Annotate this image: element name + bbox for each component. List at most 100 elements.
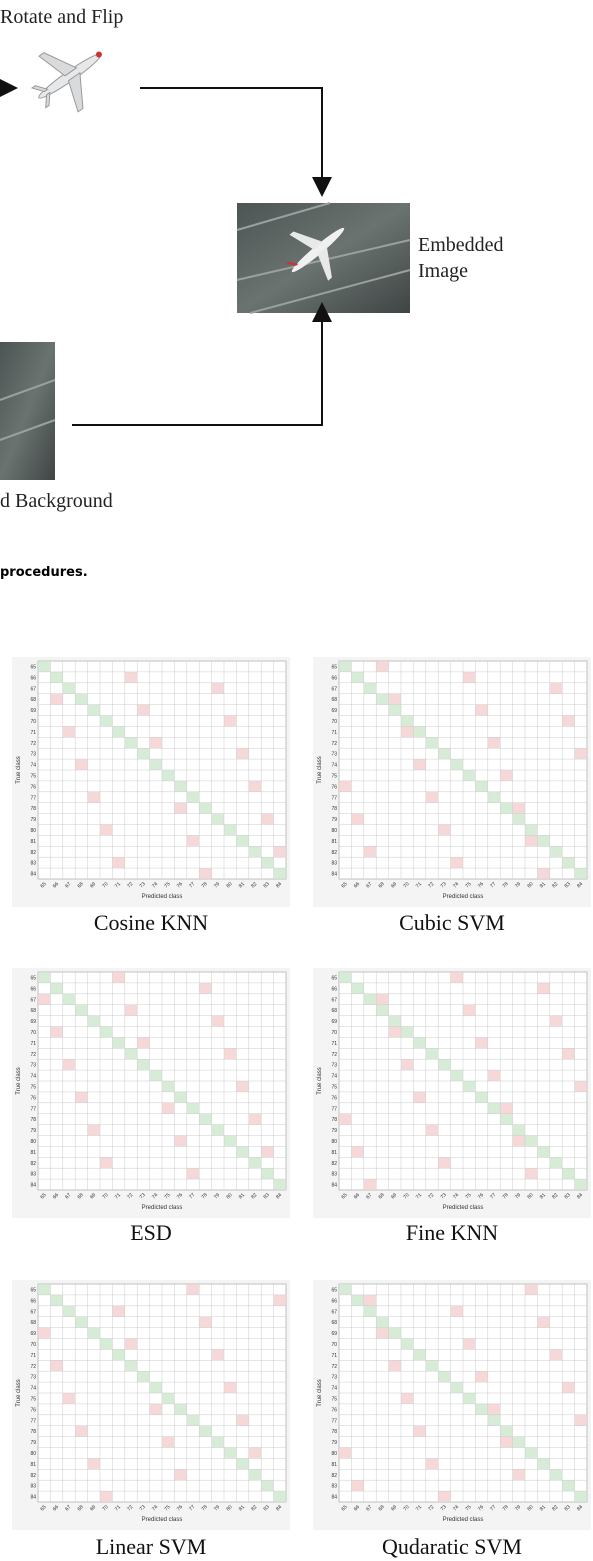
diagonal-cell	[389, 1016, 401, 1027]
diagonal-cell	[212, 1437, 224, 1448]
y-tick-label: 76	[331, 1095, 337, 1101]
page: Rotate and Flip Embedded Image d Backgro…	[0, 0, 593, 1561]
diagonal-cell	[525, 825, 537, 836]
error-cell	[413, 1092, 425, 1103]
diagonal-cell	[88, 705, 100, 716]
diagonal-cell	[236, 1146, 248, 1157]
error-cell	[100, 1157, 112, 1168]
error-cell	[463, 1005, 475, 1016]
y-tick-label: 67	[30, 1309, 36, 1315]
error-cell	[100, 1491, 112, 1502]
diagonal-cell	[174, 781, 186, 792]
y-tick-label: 81	[331, 839, 337, 845]
diagonal-cell	[339, 1284, 351, 1295]
diagonal-cell	[187, 1415, 199, 1426]
diagonal-cell	[537, 1458, 549, 1469]
diagonal-cell	[550, 1469, 562, 1480]
diagonal-cell	[162, 1081, 174, 1092]
y-tick-label: 81	[30, 1462, 36, 1468]
diagonal-cell	[364, 994, 376, 1005]
diagonal-cell	[125, 737, 137, 748]
error-cell	[451, 972, 463, 983]
y-tick-label: 66	[30, 1298, 36, 1304]
error-cell	[274, 1295, 286, 1306]
error-cell	[63, 726, 75, 737]
error-cell	[376, 994, 388, 1005]
y-tick-label: 65	[30, 975, 36, 981]
y-tick-label: 78	[331, 1429, 337, 1435]
y-tick-label: 81	[331, 1462, 337, 1468]
error-cell	[249, 1448, 261, 1459]
error-cell	[75, 1426, 87, 1437]
error-cell	[137, 705, 149, 716]
error-cell	[187, 835, 199, 846]
y-tick-label: 70	[331, 1342, 337, 1348]
y-tick-label: 68	[30, 1320, 36, 1326]
y-tick-label: 78	[30, 806, 36, 812]
error-cell	[351, 814, 363, 825]
confusion-matrix: 6565666667676868696970707171727273737474…	[313, 968, 591, 1218]
y-tick-label: 78	[30, 1117, 36, 1123]
diagonal-cell	[513, 814, 525, 825]
y-tick-label: 78	[30, 1429, 36, 1435]
y-tick-label: 72	[331, 1052, 337, 1058]
error-cell	[199, 983, 211, 994]
y-tick-label: 77	[30, 1418, 36, 1424]
diagonal-cell	[199, 1114, 211, 1125]
y-tick-label: 73	[331, 1375, 337, 1381]
y-tick-label: 82	[30, 850, 36, 856]
error-cell	[125, 1005, 137, 1016]
y-tick-label: 83	[30, 1484, 36, 1490]
diagonal-cell	[364, 1306, 376, 1317]
diagonal-cell	[199, 1426, 211, 1437]
error-cell	[38, 994, 50, 1005]
diagonal-cell	[389, 1328, 401, 1339]
x-axis-label: Predicted class	[142, 1205, 183, 1211]
y-tick-label: 74	[331, 1386, 337, 1392]
error-cell	[513, 803, 525, 814]
error-cell	[50, 694, 62, 705]
diagonal-cell	[351, 1295, 363, 1306]
diagonal-cell	[236, 1458, 248, 1469]
error-cell	[575, 748, 587, 759]
error-cell	[426, 1125, 438, 1136]
y-tick-label: 80	[30, 1451, 36, 1457]
diagonal-cell	[137, 1059, 149, 1070]
error-cell	[199, 1317, 211, 1328]
diagonal-cell	[112, 1349, 124, 1360]
diagonal-cell	[224, 1448, 236, 1459]
y-tick-label: 76	[331, 784, 337, 790]
confusion-matrix: 6565666667676868696970707171727273737474…	[313, 1280, 591, 1530]
diagonal-cell	[575, 868, 587, 879]
y-tick-label: 71	[331, 1041, 337, 1047]
x-axis-label: Predicted class	[142, 894, 183, 900]
diagonal-cell	[150, 1382, 162, 1393]
y-tick-label: 71	[30, 1353, 36, 1359]
y-tick-label: 82	[30, 1473, 36, 1479]
error-cell	[63, 1393, 75, 1404]
y-tick-label: 74	[30, 1074, 36, 1080]
diagonal-cell	[364, 683, 376, 694]
diagonal-cell	[261, 857, 273, 868]
y-tick-label: 77	[331, 1106, 337, 1112]
y-tick-label: 79	[331, 817, 337, 823]
diagonal-cell	[339, 661, 351, 672]
y-tick-label: 66	[30, 986, 36, 992]
y-tick-label: 69	[30, 1019, 36, 1025]
error-cell	[351, 1146, 363, 1157]
matrix-caption: Linear SVM	[12, 1534, 290, 1560]
x-axis-label: Predicted class	[443, 894, 484, 900]
error-cell	[75, 1092, 87, 1103]
y-tick-label: 74	[331, 1074, 337, 1080]
error-cell	[550, 1016, 562, 1027]
diagonal-cell	[50, 1295, 62, 1306]
diagonal-cell	[438, 748, 450, 759]
y-tick-label: 84	[30, 1495, 36, 1501]
y-axis-label: True class	[317, 1067, 323, 1094]
diagonal-cell	[537, 835, 549, 846]
diagonal-cell	[125, 1360, 137, 1371]
y-tick-label: 70	[30, 719, 36, 725]
error-cell	[88, 1458, 100, 1469]
matrix-caption: Cosine KNN	[12, 910, 290, 936]
diagonal-cell	[488, 1103, 500, 1114]
